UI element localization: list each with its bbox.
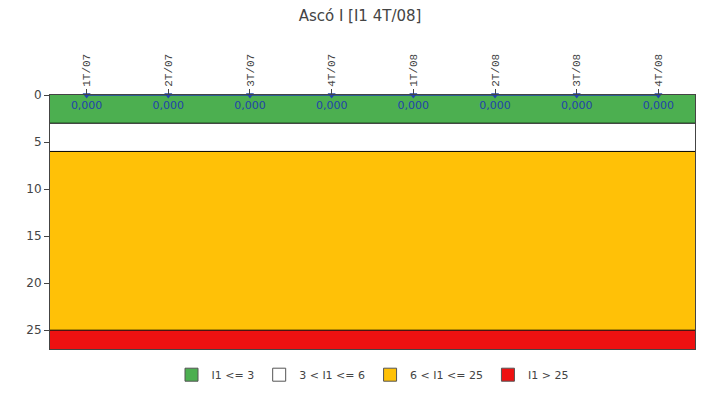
svg-text:1T/07: 1T/07 [81, 54, 93, 87]
svg-text:I1 > 25: I1 > 25 [528, 369, 568, 382]
svg-text:6 < I1 <= 25: 6 < I1 <= 25 [410, 369, 483, 382]
svg-text:2T/08: 2T/08 [490, 54, 502, 87]
svg-text:0,000: 0,000 [316, 99, 348, 112]
svg-text:0,000: 0,000 [561, 99, 593, 112]
svg-text:0,000: 0,000 [643, 99, 675, 112]
svg-text:0,000: 0,000 [71, 99, 103, 112]
svg-text:20: 20 [26, 276, 41, 290]
svg-text:4T/08: 4T/08 [653, 54, 665, 87]
svg-text:0,000: 0,000 [153, 99, 185, 112]
svg-text:2T/07: 2T/07 [163, 54, 175, 87]
svg-text:4T/07: 4T/07 [326, 54, 338, 87]
svg-text:25: 25 [26, 323, 41, 337]
svg-text:10: 10 [26, 182, 41, 196]
svg-text:3T/08: 3T/08 [571, 54, 583, 87]
svg-text:I1 <= 3: I1 <= 3 [212, 369, 255, 382]
svg-text:15: 15 [26, 229, 41, 243]
svg-text:0,000: 0,000 [234, 99, 265, 112]
svg-text:0,000: 0,000 [479, 99, 511, 112]
svg-text:1T/08: 1T/08 [408, 54, 420, 87]
svg-text:5: 5 [34, 135, 42, 149]
svg-text:3T/07: 3T/07 [245, 54, 257, 87]
svg-text:3 < I1 <= 6: 3 < I1 <= 6 [299, 369, 365, 382]
svg-text:0: 0 [34, 88, 42, 102]
svg-text:Ascó I [I1 4T/08]: Ascó I [I1 4T/08] [299, 7, 422, 25]
svg-text:0,000: 0,000 [398, 99, 430, 112]
